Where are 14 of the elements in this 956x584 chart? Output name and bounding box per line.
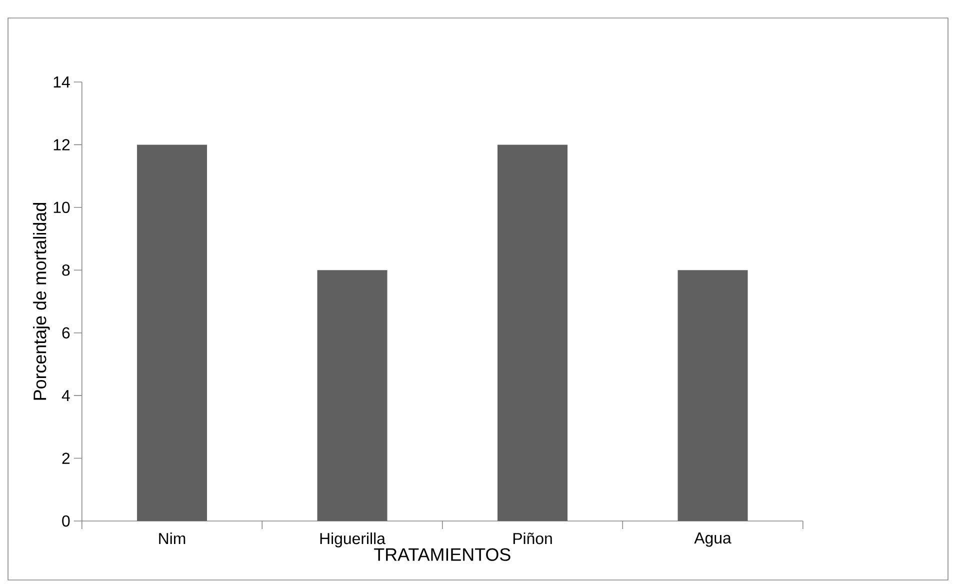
x-tick-label: Agua [694,532,732,547]
x-axis-title: TRATAMIENTOS [374,548,510,561]
x-tick-label: Higuerilla [320,532,386,548]
x-tick-label: Nim [159,532,186,544]
y-tick-label: 14 [54,76,70,88]
y-tick-label: 12 [54,139,70,150]
y-tick-label: 4 [62,390,70,402]
x-tick-label: Piñon [513,532,552,544]
y-axis-title: Porcentaje de mortalidad [33,203,50,400]
y-tick-label: 0 [62,515,70,527]
y-tick-label: 10 [54,202,70,214]
y-tick-label: 6 [62,327,70,338]
y-tick-label: 8 [62,264,70,276]
y-tick-label: 2 [62,452,70,464]
